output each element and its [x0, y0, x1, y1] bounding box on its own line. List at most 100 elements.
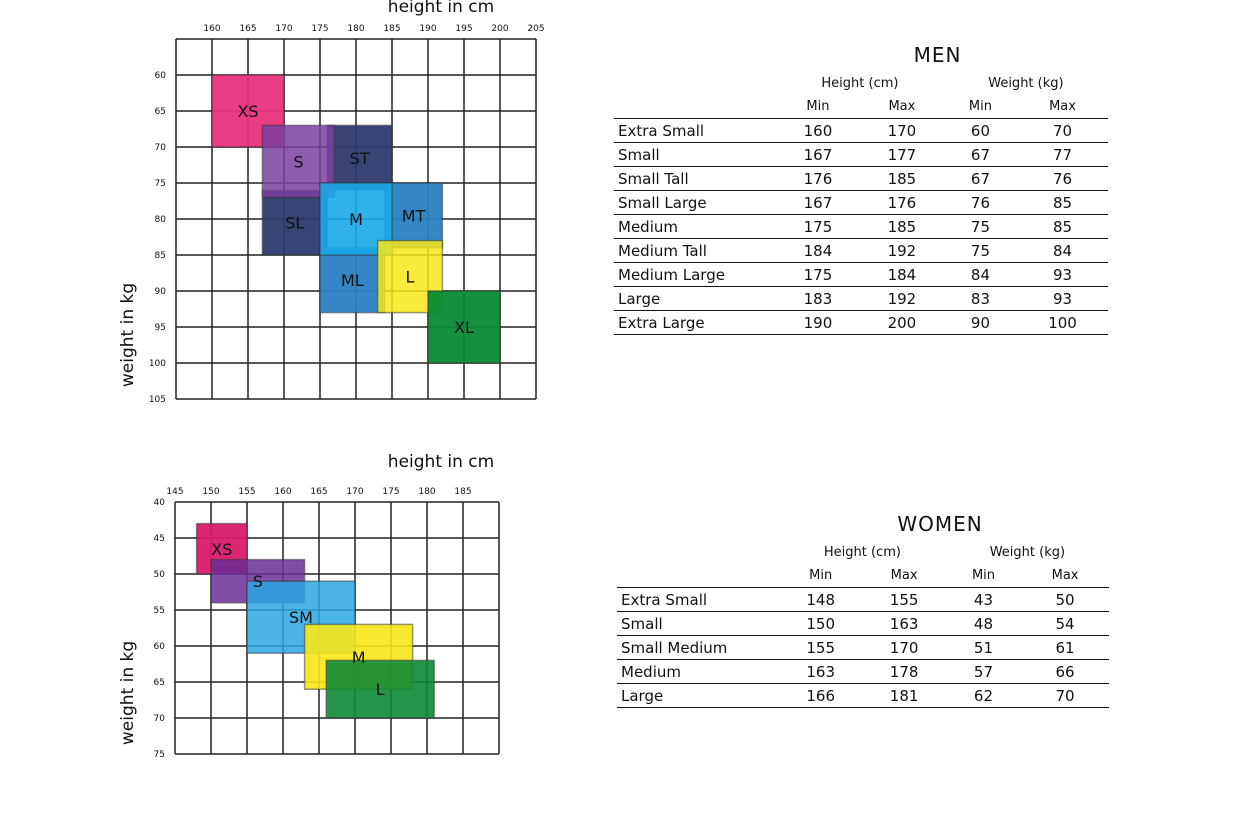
size-value: 178 [862, 659, 946, 684]
x-tick-label: 185 [454, 487, 471, 497]
size-region-label-st: ST [350, 149, 370, 168]
size-name: Small [617, 611, 779, 636]
group-header: Weight (kg) [989, 545, 1066, 560]
size-region-label-m: M [352, 648, 366, 667]
size-value: 60 [943, 118, 1018, 143]
size-value: 167 [776, 190, 860, 215]
size-region-label-s: S [253, 572, 263, 591]
size-region-label-sl: SL [285, 214, 304, 233]
y-tick-label: 105 [149, 395, 166, 405]
x-axis-label: height in cm [388, 452, 494, 472]
size-value: 93 [1017, 286, 1108, 311]
size-value: 93 [1017, 262, 1108, 287]
x-tick-label: 175 [382, 487, 399, 497]
x-tick-label: 145 [166, 487, 183, 497]
x-tick-label: 200 [491, 24, 508, 34]
x-tick-label: 150 [202, 487, 219, 497]
x-tick-label: 165 [239, 24, 256, 34]
table-row: Medium 163 178 57 66 [617, 659, 1109, 684]
sub-header: Min [943, 95, 1018, 119]
size-region-label-l: L [376, 680, 385, 699]
size-value: 190 [776, 310, 860, 335]
table-row: Large 166 181 62 70 [617, 683, 1109, 708]
table-row: Medium Tall 184 192 75 84 [614, 238, 1108, 263]
x-tick-label: 170 [346, 487, 363, 497]
size-value: 61 [1021, 635, 1109, 660]
size-value: 90 [943, 310, 1018, 335]
sub-header-row: Min Max Min Max [614, 95, 1108, 119]
table-row: Extra Large 190 200 90 100 [614, 310, 1108, 335]
size-value: 170 [859, 118, 944, 143]
y-tick-label: 50 [154, 570, 166, 580]
y-tick-label: 65 [154, 678, 165, 688]
y-tick-label: 85 [155, 251, 166, 261]
men-size-table: Height (cm) Weight (kg) Min Max Min Max Extra … [614, 72, 1108, 335]
x-tick-label: 165 [310, 487, 327, 497]
size-value: 76 [1017, 166, 1108, 191]
size-value: 48 [945, 611, 1022, 636]
size-value: 75 [943, 238, 1018, 263]
y-axis-label: weight in kg [118, 641, 138, 745]
x-tick-label: 205 [527, 24, 544, 34]
y-tick-label: 45 [154, 534, 165, 544]
size-value: 50 [1021, 587, 1109, 612]
size-region-st [326, 124, 393, 191]
y-tick-label: 90 [155, 287, 167, 297]
group-header: Height (cm) [821, 76, 899, 91]
size-value: 170 [862, 635, 946, 660]
sub-header: Min [779, 564, 863, 588]
size-name: Large [614, 286, 776, 311]
sub-header: Max [862, 564, 946, 588]
size-region-l [376, 239, 444, 314]
table-row: Extra Small 148 155 43 50 [617, 587, 1109, 612]
table-row: Medium 175 185 75 85 [614, 214, 1108, 239]
size-value: 75 [943, 214, 1018, 239]
size-region-label-sm: SM [289, 608, 313, 627]
size-value: 85 [1017, 190, 1108, 215]
size-value: 181 [862, 683, 946, 708]
size-region-label-xs: XS [211, 540, 232, 559]
size-name: Large [617, 683, 779, 708]
y-tick-label: 55 [154, 606, 165, 616]
size-value: 84 [1017, 238, 1108, 263]
size-region-xl [427, 290, 501, 364]
size-value: 62 [945, 683, 1022, 708]
size-value: 163 [862, 611, 946, 636]
size-name: Medium Large [614, 262, 776, 287]
x-tick-label: 175 [311, 24, 328, 34]
y-tick-label: 40 [154, 498, 166, 508]
size-value: 192 [859, 286, 944, 311]
sub-header-row: Min Max Min Max [617, 564, 1109, 588]
size-region-label-mt: MT [402, 206, 426, 225]
x-tick-label: 160 [274, 487, 291, 497]
size-name: Extra Small [617, 587, 779, 612]
sub-header: Min [945, 564, 1022, 588]
size-value: 67 [943, 142, 1018, 167]
y-tick-label: 70 [154, 714, 166, 724]
x-tick-label: 185 [383, 24, 400, 34]
group-header: Weight (kg) [988, 76, 1064, 91]
size-name: Extra Large [614, 310, 776, 335]
size-value: 166 [779, 683, 863, 708]
women-table-title: WOMEN [897, 512, 983, 536]
size-name: Medium [614, 214, 776, 239]
size-name: Small Large [614, 190, 776, 215]
x-tick-label: 180 [418, 487, 435, 497]
header-spacer [614, 95, 776, 119]
table-row: Small 150 163 48 54 [617, 611, 1109, 636]
size-name: Small Medium [617, 635, 779, 660]
group-header: Height (cm) [823, 545, 901, 560]
size-value: 192 [859, 238, 944, 263]
size-value: 175 [776, 214, 860, 239]
sub-header: Max [859, 95, 944, 119]
size-region-label-s: S [293, 152, 303, 171]
size-name: Small [614, 142, 776, 167]
size-value: 150 [779, 611, 863, 636]
x-tick-label: 160 [203, 24, 220, 34]
y-tick-label: 65 [155, 107, 166, 117]
size-value: 51 [945, 635, 1022, 660]
size-value: 184 [776, 238, 860, 263]
header-spacer [617, 541, 779, 564]
y-tick-label: 100 [149, 359, 166, 369]
size-value: 148 [779, 587, 863, 612]
